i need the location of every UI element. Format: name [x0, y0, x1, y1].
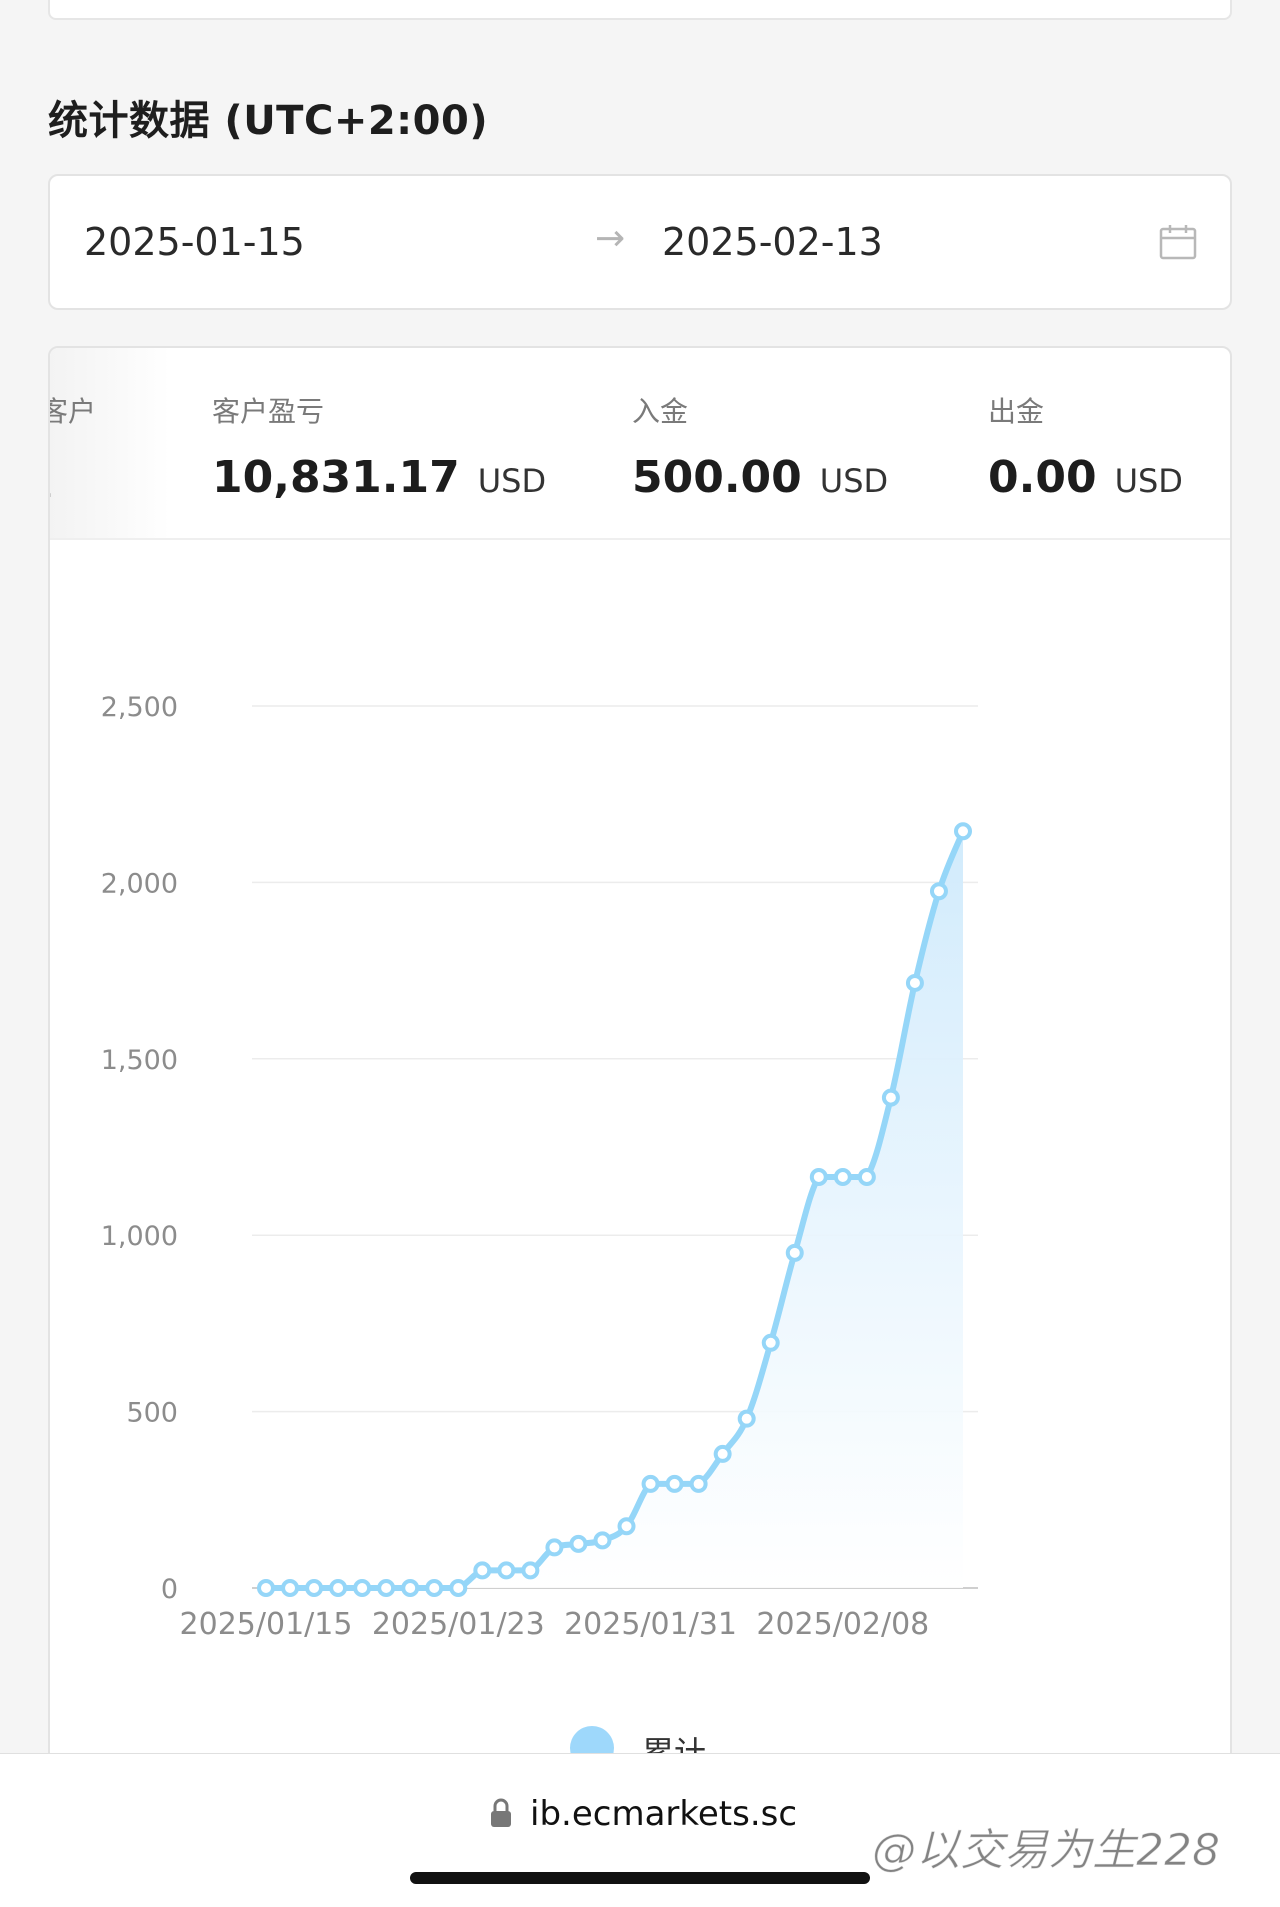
data-point[interactable]: [401, 1579, 420, 1597]
data-point[interactable]: [785, 1243, 804, 1262]
data-point[interactable]: [425, 1579, 444, 1597]
stat-unit: USD: [819, 462, 889, 500]
data-point[interactable]: [713, 1444, 732, 1463]
y-tick-label: 2,000: [101, 868, 178, 899]
stat-value: 10,831.17: [212, 452, 460, 503]
stat-withdrawal: 出金 0.00 USD: [988, 390, 1183, 503]
home-indicator[interactable]: [410, 1872, 870, 1884]
data-point[interactable]: [857, 1167, 876, 1186]
y-tick-label: 2,500: [101, 692, 178, 723]
stats-card: 客户 . 客户盈亏 10,831.17 USD 入金 500.00 USD 出金 0…: [48, 346, 1232, 1866]
data-point[interactable]: [689, 1474, 708, 1493]
stats-row[interactable]: 客户 . 客户盈亏 10,831.17 USD 入金 500.00 USD 出金 0…: [50, 348, 1230, 540]
data-point[interactable]: [329, 1579, 348, 1597]
y-tick-label: 500: [126, 1398, 178, 1429]
data-point[interactable]: [665, 1474, 684, 1493]
url-text: ib.ecmarkets.sc: [530, 1794, 798, 1834]
stat-label: 出金: [988, 395, 1045, 428]
lock-icon: [491, 1798, 511, 1827]
data-point[interactable]: [473, 1561, 492, 1580]
stat-partial-value: .: [50, 470, 54, 505]
data-point[interactable]: [545, 1538, 564, 1557]
x-tick-label: 2025/01/31: [564, 1607, 737, 1642]
x-tick-label: 2025/02/08: [756, 1607, 929, 1642]
x-tick-label: 2025/01/15: [180, 1607, 353, 1642]
data-point[interactable]: [521, 1561, 540, 1580]
stat-label: 客户盈亏: [212, 395, 325, 428]
section-title: 统计数据 (UTC+2:00): [48, 98, 489, 144]
cumulative-chart[interactable]: 0 500 1,000 1,500 2,000 2,500 2025/01/15 2025/0…: [50, 540, 1232, 1720]
data-point[interactable]: [593, 1531, 612, 1550]
stat-value: 500.00: [632, 452, 802, 503]
stat-unit: USD: [1114, 462, 1183, 500]
data-point[interactable]: [569, 1534, 588, 1553]
data-point[interactable]: [449, 1579, 468, 1597]
y-tick-label: 1,500: [101, 1045, 178, 1076]
data-point[interactable]: [353, 1579, 372, 1597]
calendar-icon[interactable]: [1158, 222, 1198, 262]
stat-value: 0.00: [988, 452, 1097, 503]
data-point[interactable]: [257, 1579, 275, 1597]
series-area: [266, 831, 963, 1588]
data-point[interactable]: [881, 1088, 900, 1107]
data-point[interactable]: [833, 1167, 852, 1186]
data-point[interactable]: [809, 1167, 828, 1186]
x-tick-label: 2025/01/23: [372, 1607, 545, 1642]
stat-deposit: 入金 500.00 USD: [632, 390, 888, 503]
scroll-fade: [50, 348, 170, 538]
y-tick-label: 1,000: [101, 1221, 178, 1252]
data-point[interactable]: [305, 1579, 324, 1597]
previous-card: [48, 0, 1232, 20]
date-range-picker[interactable]: 2025-01-15 → 2025-02-13: [48, 174, 1232, 310]
data-point[interactable]: [905, 973, 924, 992]
browser-bottom-bar: ib.ecmarkets.sc @以交易为生228: [0, 1753, 1280, 1907]
data-point[interactable]: [737, 1409, 756, 1428]
data-point[interactable]: [954, 822, 972, 841]
data-point[interactable]: [641, 1474, 660, 1493]
data-point[interactable]: [761, 1333, 780, 1352]
data-point[interactable]: [497, 1561, 516, 1580]
data-point[interactable]: [617, 1517, 636, 1536]
stat-label: 入金: [632, 395, 689, 428]
stat-client-pnl: 客户盈亏 10,831.17 USD: [212, 390, 546, 503]
end-date-input[interactable]: 2025-02-13: [662, 220, 883, 264]
stat-unit: USD: [477, 462, 547, 500]
start-date-input[interactable]: 2025-01-15: [84, 220, 305, 264]
data-point[interactable]: [377, 1579, 396, 1597]
y-tick-label: 0: [161, 1574, 178, 1605]
arrow-right-icon: →: [595, 218, 626, 259]
data-point[interactable]: [929, 882, 948, 901]
stat-partial-label: 客户: [50, 395, 97, 428]
data-point[interactable]: [281, 1579, 300, 1597]
watermark: @以交易为生228: [872, 1825, 1221, 1877]
